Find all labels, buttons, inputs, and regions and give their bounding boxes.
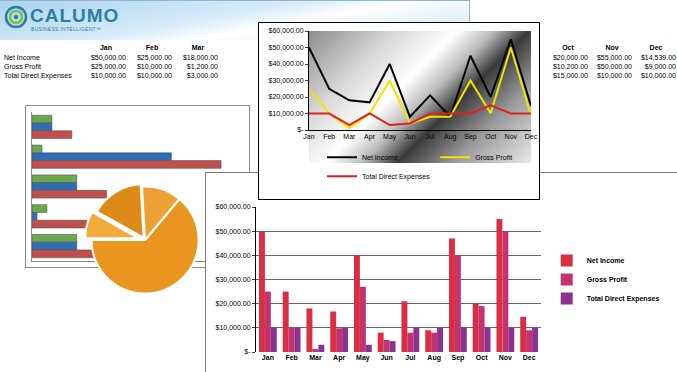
html-text:CALUMO: CALUMO — [30, 5, 120, 26]
svg-text:Aug: Aug — [427, 354, 441, 362]
html-text:$10,000.00: $10,000.00 — [641, 72, 676, 79]
svg-text:May: May — [356, 354, 370, 362]
svg-text:Total Direct Expenses: Total Direct Expenses — [362, 173, 430, 181]
svg-text:Jan: Jan — [303, 133, 314, 140]
html-text:$25,000.00: $25,000.00 — [137, 54, 172, 61]
svg-text:$10,000.00: $10,000.00 — [216, 324, 251, 331]
html-text:Net Income: Net Income — [4, 54, 40, 61]
svg-text:Feb: Feb — [285, 354, 297, 361]
html-text:Feb: Feb — [145, 44, 159, 51]
svg-text:Apr: Apr — [364, 133, 376, 141]
svg-text:Gross Profit: Gross Profit — [475, 154, 512, 161]
svg-text:Gross Profit: Gross Profit — [587, 276, 628, 283]
html-text:$10,000.00: $10,000.00 — [597, 72, 632, 79]
svg-text:$-: $- — [244, 348, 251, 355]
html-text:$18,000.00: $18,000.00 — [183, 54, 218, 61]
html-text:Oct: Oct — [562, 44, 574, 51]
svg-text:$20,000.00: $20,000.00 — [269, 93, 304, 100]
svg-text:Net Income: Net Income — [362, 154, 398, 161]
html-text:Gross Profit: Gross Profit — [4, 63, 41, 70]
svg-text:$50,000.00: $50,000.00 — [216, 228, 251, 235]
svg-text:May: May — [383, 133, 397, 141]
svg-text:$60,000.00: $60,000.00 — [216, 203, 251, 210]
html-text:Total Direct Expenses: Total Direct Expenses — [4, 72, 72, 79]
html-text:$10,200.00: $10,200.00 — [553, 63, 588, 70]
html-text:$9,000.00: $9,000.00 — [644, 63, 676, 70]
html-text:Nov: Nov — [605, 44, 619, 51]
html-text:$50,000.00: $50,000.00 — [91, 54, 126, 61]
svg-text:Aug: Aug — [444, 133, 457, 141]
svg-text:$40,000.00: $40,000.00 — [216, 252, 251, 259]
html-text:$15,000.00: $15,000.00 — [553, 72, 588, 79]
html-text:Mar: Mar — [191, 44, 205, 51]
html-text:$1,200.00: $1,200.00 — [186, 63, 218, 70]
svg-text:$-: $- — [297, 126, 304, 133]
html-text:$10,000.00: $10,000.00 — [137, 72, 172, 79]
html-text:$14,539.00: $14,539.00 — [641, 54, 676, 61]
html-text:BUSINESS INTELLIGENT™: BUSINESS INTELLIGENT™ — [31, 26, 102, 32]
svg-text:Total Direct Expenses: Total Direct Expenses — [587, 295, 660, 303]
svg-text:Mar: Mar — [343, 133, 356, 140]
svg-text:Jan: Jan — [262, 354, 274, 361]
html-text:$50,000.00: $50,000.00 — [597, 63, 632, 70]
svg-text:Jun: Jun — [380, 354, 392, 361]
html-text:$25,000.00: $25,000.00 — [91, 63, 126, 70]
html-text:$20,000.00: $20,000.00 — [553, 54, 588, 61]
svg-text:Nov: Nov — [499, 354, 512, 361]
svg-text:$30,000.00: $30,000.00 — [216, 276, 251, 283]
svg-text:$20,000.00: $20,000.00 — [216, 300, 251, 307]
html-text:Dec: Dec — [649, 44, 663, 51]
svg-text:Apr: Apr — [333, 354, 345, 362]
svg-text:Jun: Jun — [404, 133, 415, 140]
svg-text:Dec: Dec — [523, 354, 536, 361]
svg-text:$60,000.00: $60,000.00 — [269, 27, 304, 34]
html-text:$10,000.00: $10,000.00 — [91, 72, 126, 79]
svg-text:Nov: Nov — [505, 133, 518, 140]
svg-text:$50,000.00: $50,000.00 — [269, 44, 304, 51]
svg-text:Sep: Sep — [464, 133, 477, 141]
svg-text:$40,000.00: $40,000.00 — [269, 60, 304, 67]
html-text:Jan: Jan — [100, 44, 112, 51]
svg-text:Jul: Jul — [405, 354, 415, 361]
html-text:$10,000.00: $10,000.00 — [137, 63, 172, 70]
svg-text:Oct: Oct — [485, 133, 496, 140]
svg-text:$10,000.00: $10,000.00 — [269, 110, 304, 117]
svg-text:Mar: Mar — [309, 354, 322, 361]
svg-text:Oct: Oct — [476, 354, 488, 361]
svg-text:Jul: Jul — [426, 133, 435, 140]
svg-text:Net Income: Net Income — [587, 257, 625, 264]
svg-text:Sep: Sep — [451, 354, 464, 362]
svg-text:Feb: Feb — [323, 133, 335, 140]
svg-text:$30,000.00: $30,000.00 — [269, 77, 304, 84]
svg-text:Dec: Dec — [525, 133, 538, 140]
html-text:$55,000.00: $55,000.00 — [597, 54, 632, 61]
html-text:$3,000.00: $3,000.00 — [186, 72, 218, 79]
